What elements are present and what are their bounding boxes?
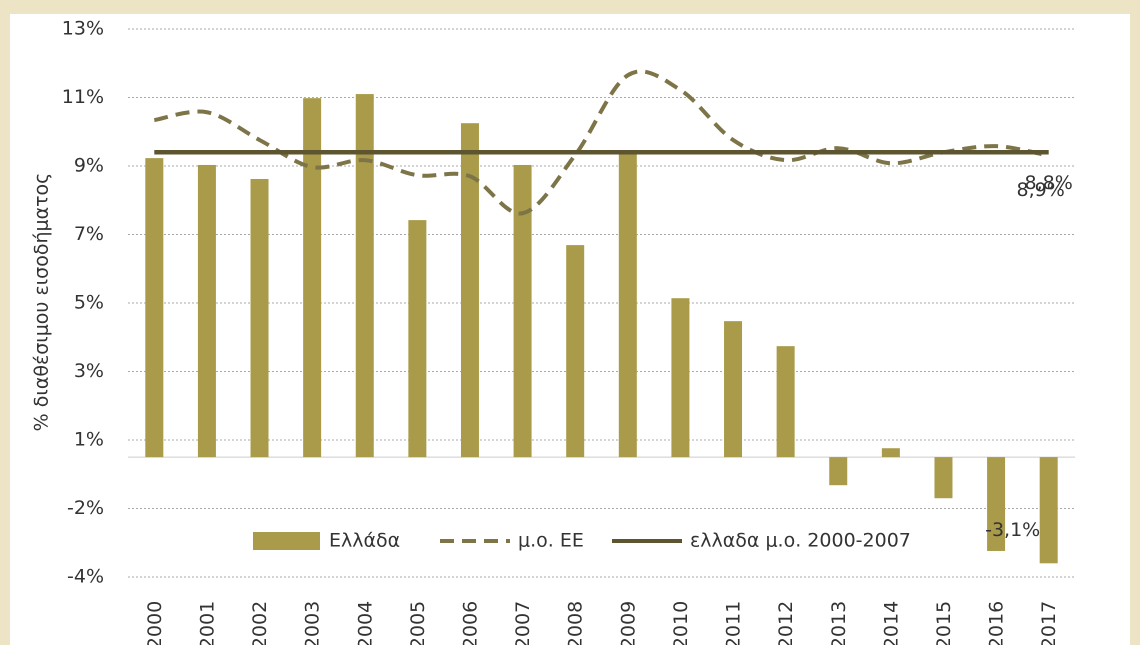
x-tick-label: 2008 bbox=[565, 601, 587, 645]
y-tick-label: 3% bbox=[74, 360, 104, 382]
bar bbox=[566, 245, 585, 458]
x-tick-label: 2002 bbox=[249, 601, 271, 645]
x-tick-label: 2012 bbox=[775, 601, 797, 645]
y-tick-label: -4% bbox=[67, 566, 104, 588]
x-tick-label: 2007 bbox=[512, 601, 534, 645]
bar bbox=[671, 298, 690, 458]
y-tick-label: 7% bbox=[74, 223, 104, 245]
bar bbox=[460, 123, 479, 458]
x-tick-label: 2010 bbox=[670, 601, 692, 645]
x-tick-label: 2015 bbox=[933, 601, 955, 645]
y-tick-label: 1% bbox=[74, 429, 104, 451]
x-tick-label: 2000 bbox=[144, 601, 166, 645]
y-axis-title: % διαθέσιμου εισοδήματος bbox=[31, 173, 53, 432]
bar bbox=[145, 158, 164, 458]
x-tick-label: 2001 bbox=[196, 601, 218, 645]
y-tick-label: 11% bbox=[62, 86, 104, 108]
data-label: 8,8% bbox=[1025, 172, 1073, 194]
bar bbox=[197, 164, 216, 458]
data-label: -3,1% bbox=[985, 519, 1040, 541]
legend-label: μ.ο. ΕΕ bbox=[518, 530, 584, 552]
bar bbox=[355, 94, 374, 458]
bar bbox=[829, 457, 848, 486]
bar bbox=[934, 457, 953, 499]
bar bbox=[408, 220, 427, 458]
x-tick-label: 2006 bbox=[459, 601, 481, 645]
x-tick-label: 2016 bbox=[986, 601, 1008, 645]
data-label: 8,9% bbox=[1017, 179, 1065, 201]
x-tick-label: 2004 bbox=[354, 601, 376, 645]
bar bbox=[250, 179, 269, 458]
bar bbox=[513, 164, 532, 458]
bar bbox=[1039, 457, 1058, 564]
legend-label: Ελλάδα bbox=[329, 530, 400, 552]
x-tick-label: 2009 bbox=[617, 601, 639, 645]
x-tick-label: 2017 bbox=[1038, 601, 1060, 645]
x-tick-label: 2014 bbox=[880, 601, 902, 645]
legend-swatch bbox=[253, 532, 320, 550]
bar bbox=[724, 321, 743, 458]
bar bbox=[618, 150, 637, 458]
x-tick-label: 2003 bbox=[302, 601, 324, 645]
x-tick-label: 2013 bbox=[828, 601, 850, 645]
x-tick-label: 2011 bbox=[723, 601, 745, 645]
y-tick-label: -2% bbox=[67, 497, 104, 519]
bar bbox=[987, 457, 1006, 551]
bar bbox=[881, 448, 900, 458]
y-tick-label: 5% bbox=[74, 292, 104, 314]
bar bbox=[776, 346, 795, 458]
y-tick-label: 9% bbox=[74, 155, 104, 177]
y-tick-label: 13% bbox=[62, 18, 104, 40]
legend-label: ελλαδα μ.ο. 2000-2007 bbox=[690, 530, 911, 552]
bar bbox=[303, 98, 322, 458]
x-tick-label: 2005 bbox=[407, 601, 429, 645]
